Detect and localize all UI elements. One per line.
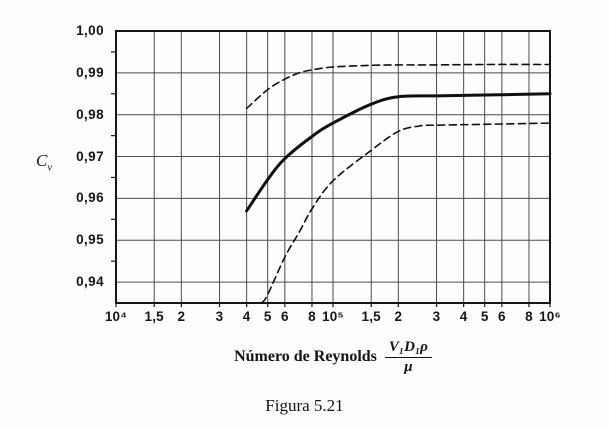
x-tick-label: 5 [263, 309, 272, 324]
curve-lower-envelope-dashed [261, 122, 551, 304]
y-tick-label: 0,98 [76, 106, 104, 122]
x-tick-label: 10⁶ [539, 309, 561, 324]
curve-mean-curve-solid [245, 92, 552, 213]
x-tick-label: 10⁴ [104, 309, 128, 324]
y-tick-label: 0,99 [76, 64, 104, 80]
y-tick-label: 0,94 [76, 274, 104, 290]
x-tick-label: 1,5 [361, 309, 381, 324]
y-tick-label: 0,95 [76, 232, 104, 248]
x-tick-label: 2 [394, 309, 403, 324]
reynolds-formula-fraction: V₁D₁ρ μ [384, 339, 432, 375]
x-tick-label: 3 [432, 309, 441, 324]
formula-numerator: V₁D₁ρ [384, 339, 432, 358]
y-axis-symbol: C [36, 151, 48, 170]
x-tick-label: 10⁵ [322, 309, 344, 324]
x-tick-label: 6 [497, 309, 506, 324]
x-tick-label: 6 [280, 309, 289, 324]
x-tick-label: 2 [177, 309, 186, 324]
x-tick-label: 5 [480, 309, 489, 324]
y-axis-symbol-subscript: v [47, 161, 53, 174]
y-axis-label: Cv [36, 151, 52, 173]
y-tick-label: 0,96 [76, 190, 104, 206]
figure-caption: Figura 5.21 [265, 396, 344, 415]
x-tick-label: 4 [242, 309, 251, 324]
x-tick-label: 4 [459, 309, 468, 324]
plot-frame [115, 30, 551, 304]
x-axis-title-text: Número de Reynolds [234, 348, 377, 365]
y-tick-label: 0,97 [76, 148, 104, 164]
x-tick-label: 3 [215, 309, 224, 324]
x-tick-label: 8 [308, 309, 316, 324]
x-tick-label: 8 [525, 309, 533, 324]
formula-denominator: μ [404, 358, 413, 375]
x-tick-label: 1,5 [144, 309, 164, 324]
x-axis-title: Número de Reynolds V₁D₁ρ μ [116, 339, 550, 375]
y-tick-label: 1,00 [76, 23, 104, 38]
curve-upper-envelope-dashed [245, 63, 551, 110]
